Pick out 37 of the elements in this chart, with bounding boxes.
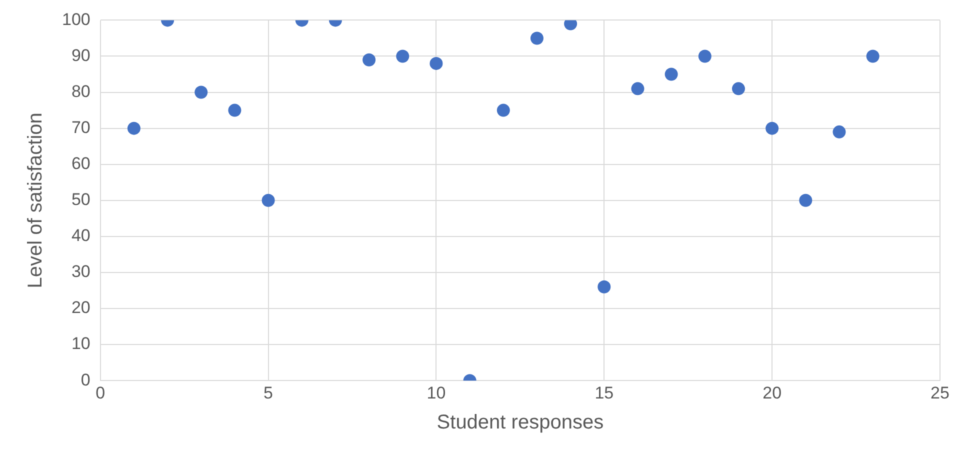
x-tick-label: 20 [762,383,782,402]
y-tick-label: 80 [71,82,90,101]
y-tick-label: 60 [71,154,90,174]
y-axis-title: Level of satisfaction [24,112,47,288]
y-tick-label: 40 [71,226,90,246]
point [598,280,611,294]
y-tick-label: 20 [71,298,90,318]
point [396,50,410,63]
point [127,122,140,135]
point [262,194,275,207]
x-tick-label: 0 [96,383,106,402]
y-tick-label: 50 [71,190,90,210]
x-tick-label: 15 [594,383,614,402]
y-tick-label: 70 [71,118,90,138]
point [631,82,644,96]
point [766,122,779,135]
y-tick-label: 30 [71,262,90,282]
y-tick-label: 90 [71,46,90,65]
x-tick-label: 10 [426,383,446,402]
x-tick-label: 25 [930,383,950,402]
point [228,104,242,117]
point [732,82,745,96]
point [664,68,678,81]
point [496,104,510,117]
point [698,50,712,63]
point [530,32,544,45]
y-tick-label: 100 [62,10,90,29]
y-tick-label: 0 [80,370,90,390]
point [430,56,443,70]
x-tick-label: 5 [264,383,274,402]
point [194,86,208,99]
x-axis-title: Student responses [436,412,604,434]
y-tick-label: 10 [71,334,90,354]
point [799,194,812,207]
point [362,53,376,66]
point [832,125,846,138]
point [866,50,880,63]
